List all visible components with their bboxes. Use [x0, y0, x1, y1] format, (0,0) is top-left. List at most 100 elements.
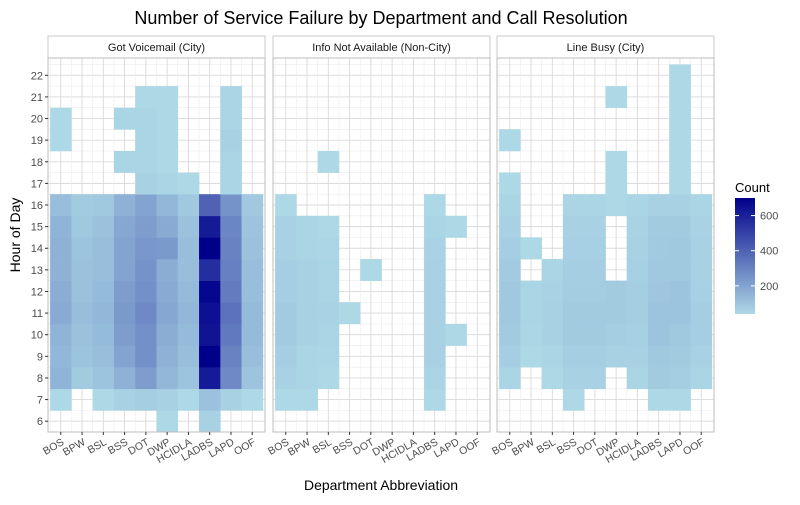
heatmap-tile: [50, 129, 72, 152]
heatmap-tile: [499, 129, 521, 152]
heatmap-tile: [241, 259, 264, 281]
heatmap-tile: [199, 323, 221, 346]
heatmap-tile: [113, 302, 136, 325]
heatmap-tile: [220, 150, 242, 173]
heatmap-tile: [156, 345, 179, 368]
heatmap-tile: [669, 64, 691, 87]
heatmap-tile: [199, 367, 221, 390]
panel-border: [272, 57, 491, 433]
heatmap-tile: [317, 280, 340, 303]
heatmap-tile: [113, 388, 136, 411]
heatmap-tile: [296, 323, 318, 346]
heatmap-tile: [562, 259, 585, 281]
y-tick-label: 6: [37, 416, 43, 428]
heatmap-tile: [424, 280, 446, 303]
heatmap-tile: [92, 280, 115, 303]
heatmap-tile: [584, 215, 606, 238]
heatmap-tile: [241, 215, 264, 238]
legend-title: Count: [735, 180, 770, 195]
heatmap-tile: [690, 194, 713, 217]
heatmap-tile: [113, 323, 136, 346]
heatmap-tile: [648, 367, 670, 390]
heatmap-tile: [156, 388, 179, 411]
heatmap-tile: [71, 302, 93, 325]
heatmap-tile: [92, 345, 115, 368]
heatmap-tile: [584, 302, 606, 325]
heatmap-tile: [220, 86, 242, 109]
heatmap-tile: [584, 323, 606, 346]
heatmap-tile: [275, 345, 297, 368]
heatmap-tile: [605, 280, 628, 303]
legend-colorbar: [735, 198, 755, 314]
heatmap-tile: [177, 367, 200, 390]
heatmap-tile: [113, 237, 136, 260]
heatmap-tile: [135, 302, 157, 325]
heatmap-tile: [584, 194, 606, 217]
heatmap-tile: [605, 323, 628, 346]
heatmap-tile: [499, 302, 521, 325]
heatmap-tile: [156, 86, 179, 109]
facet-strip-label: Line Busy (City): [567, 42, 645, 54]
heatmap-tile: [626, 367, 649, 390]
heatmap-tile: [241, 194, 264, 217]
heatmap-tile: [690, 367, 713, 390]
heatmap-tile: [275, 388, 297, 411]
heatmap-tile: [156, 367, 179, 390]
heatmap-tile: [220, 345, 242, 368]
heatmap-tile: [648, 345, 670, 368]
heatmap-tile: [424, 367, 446, 390]
y-tick-label: 22: [31, 70, 43, 82]
heatmap-tile: [199, 215, 221, 238]
heatmap-tile: [541, 302, 564, 325]
heatmap-tile: [690, 280, 713, 303]
heatmap-tile: [669, 259, 691, 281]
heatmap-tile: [690, 302, 713, 325]
heatmap-tile: [626, 215, 649, 238]
legend: Count 200 400 600: [735, 180, 778, 314]
heatmap-tile: [562, 194, 585, 217]
heatmap-tile: [296, 215, 318, 238]
heatmap-tile: [499, 345, 521, 368]
y-tick-label: 12: [31, 286, 43, 298]
heatmap-tile: [296, 345, 318, 368]
heatmap-tile: [669, 302, 691, 325]
heatmap-tile: [499, 194, 521, 217]
heatmap-tile: [177, 215, 200, 238]
heatmap-tile: [690, 345, 713, 368]
heatmap-tile: [669, 237, 691, 260]
heatmap-tile: [648, 215, 670, 238]
heatmap-tile: [648, 388, 670, 411]
y-tick-label: 15: [31, 222, 43, 234]
facet-panel: Line Busy (City)BOSBPWBSLBSSDOTDWPHCIDLA…: [490, 35, 715, 466]
heatmap-tile: [92, 388, 115, 411]
heatmap-tile: [92, 215, 115, 238]
heatmap-tile: [605, 194, 628, 217]
heatmap-tile: [156, 215, 179, 238]
heatmap-tile: [605, 345, 628, 368]
heatmap-tile: [50, 323, 72, 346]
legend-tick-label: 600: [760, 211, 778, 223]
heatmap-tile: [156, 194, 179, 217]
panel-border: [47, 57, 266, 433]
heatmap-tile: [296, 388, 318, 411]
panel-border: [496, 57, 715, 433]
heatmap-tile: [648, 302, 670, 325]
y-tick-label: 16: [31, 200, 43, 212]
heatmap-tile: [499, 280, 521, 303]
x-tick-label: OOF: [232, 436, 258, 458]
heatmap-tile: [605, 172, 628, 195]
heatmap-tile: [241, 323, 264, 346]
heatmap-tile: [71, 237, 93, 260]
heatmap-tile: [424, 237, 446, 260]
heatmap-tile: [296, 237, 318, 260]
heatmap-tile: [156, 237, 179, 260]
heatmap-tile: [241, 388, 264, 411]
heatmap-tile: [584, 280, 606, 303]
heatmap-tile: [135, 194, 157, 217]
heatmap-tile: [113, 280, 136, 303]
heatmap-tile: [177, 194, 200, 217]
facet-panels: Got Voicemail (City)BOSBPWBSLBSSDOTDWPHC…: [31, 35, 715, 466]
y-axis-label: Hour of Day: [7, 198, 23, 273]
heatmap-tile: [690, 215, 713, 238]
